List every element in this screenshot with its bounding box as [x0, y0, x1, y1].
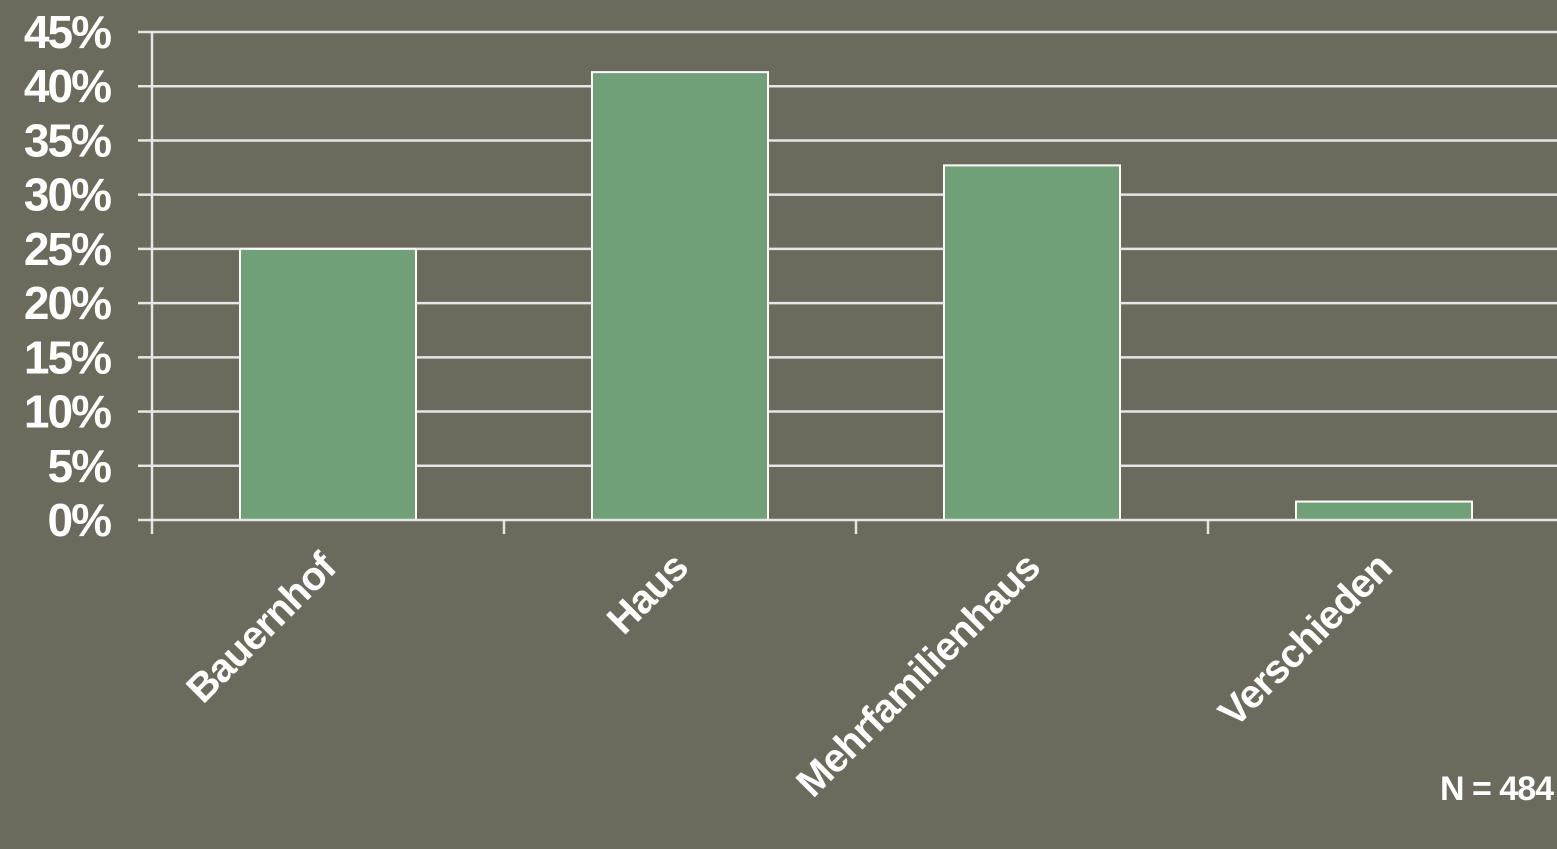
x-category-label: Haus — [599, 545, 696, 642]
x-category-label: Verschieden — [1210, 545, 1400, 735]
y-tick-label: 25% — [24, 223, 111, 275]
y-tick-labels: 0%5%10%15%20%25%30%35%40%45% — [24, 6, 113, 546]
bar-bauernhof — [239, 247, 417, 521]
bar-verschieden — [1295, 500, 1473, 522]
bar-mehrfamilienhaus — [943, 164, 1121, 522]
y-tick-label: 40% — [24, 60, 111, 112]
x-category-label: Bauernhof — [178, 544, 345, 711]
x-category-label: Mehrfamilienhaus — [788, 545, 1048, 805]
axes — [138, 30, 1557, 534]
y-tick-label: 15% — [24, 331, 111, 383]
y-tick-label: 10% — [24, 386, 111, 438]
y-tick-label: 35% — [24, 114, 111, 166]
bars — [239, 71, 1473, 522]
sample-size-note: N = 484 — [1440, 770, 1554, 808]
x-category-labels: Bauernhof Haus Mehrfamilienhaus Verschieden — [178, 544, 1400, 805]
y-tick-label: 20% — [24, 277, 111, 329]
y-tick-label: 5% — [48, 440, 112, 492]
y-tick-label: 30% — [24, 169, 111, 221]
y-tick-label: 45% — [24, 6, 111, 58]
bar-haus — [591, 71, 769, 521]
y-tick-label: 0% — [48, 494, 112, 546]
